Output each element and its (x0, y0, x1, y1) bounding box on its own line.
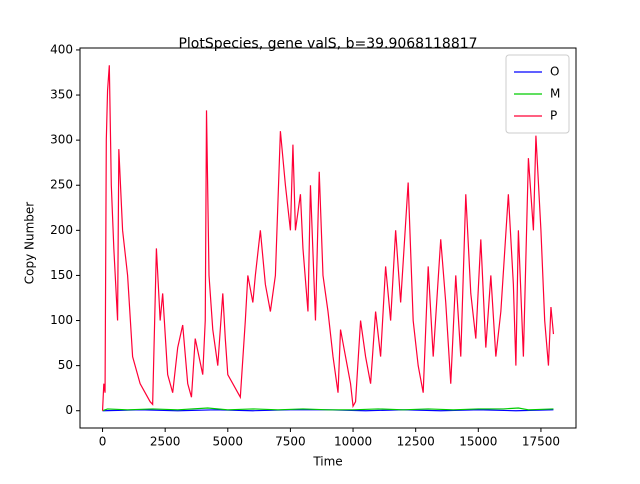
y-tick-label: 0 (65, 403, 73, 417)
y-tick-label: 300 (50, 133, 73, 147)
y-tick-label: 250 (50, 178, 73, 192)
y-tick-label: 100 (50, 313, 73, 327)
x-tick-label: 17500 (522, 435, 560, 449)
legend-label: P (550, 109, 557, 123)
y-tick-label: 150 (50, 268, 73, 282)
y-tick-label: 400 (50, 42, 73, 56)
legend-label: M (550, 87, 560, 101)
x-tick-label: 0 (99, 435, 107, 449)
series-line (101, 65, 555, 411)
y-tick-label: 50 (58, 358, 73, 372)
x-tick-label: 15000 (459, 435, 497, 449)
legend: OMP (505, 54, 570, 134)
x-tick-label: 5000 (213, 435, 244, 449)
series-line (102, 407, 554, 412)
x-tick-label: 12500 (397, 435, 435, 449)
x-tick-label: 7500 (275, 435, 306, 449)
x-tick-label: 2500 (150, 435, 181, 449)
x-tick-label: 10000 (334, 435, 372, 449)
chart-title: PlotSpecies, gene valS, b=39.9068118817 (178, 36, 477, 52)
x-axis-label: Time (312, 455, 342, 469)
y-axis-label: Copy Number (23, 202, 37, 285)
legend-label: O (550, 65, 559, 79)
plot-frame (79, 47, 577, 429)
y-tick-label: 200 (50, 223, 73, 237)
y-tick-label: 350 (50, 88, 73, 102)
